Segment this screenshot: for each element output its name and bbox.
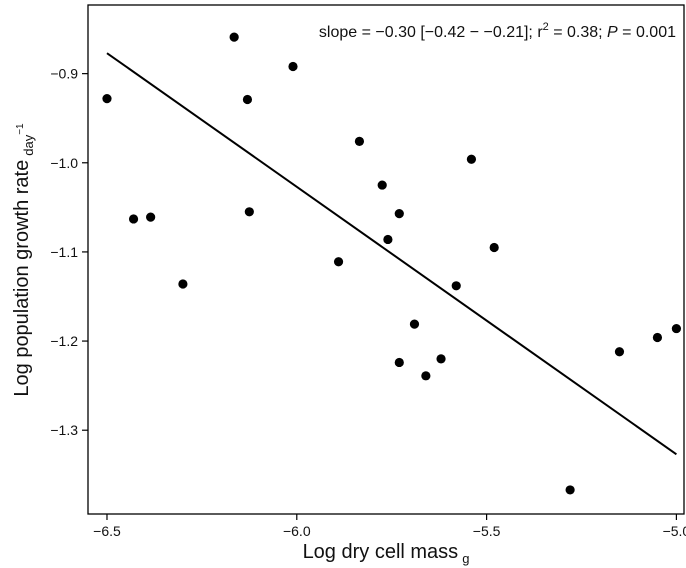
x-tick-label: −5.0 — [663, 523, 686, 539]
data-point — [394, 208, 404, 219]
x-tick-label: −6.5 — [93, 523, 121, 539]
data-point — [244, 207, 254, 217]
data-point — [288, 61, 298, 72]
annotation-text: slope = −0.30 [−0.42 − −0.21]; r2 = 0.38… — [319, 21, 676, 41]
data-point — [354, 136, 365, 146]
regression-line — [106, 52, 677, 456]
data-point — [671, 323, 682, 334]
x-tick-label: −6.0 — [283, 523, 311, 539]
data-point — [565, 485, 575, 495]
y-tick-label: −1.1 — [50, 244, 78, 260]
data-point — [146, 212, 156, 222]
data-point — [652, 332, 663, 343]
data-point — [178, 279, 188, 289]
y-tick-label: −0.9 — [50, 66, 78, 82]
y-tick-label: −1.3 — [50, 422, 78, 438]
y-axis-title: Log population growth rateday−1 — [11, 123, 36, 397]
y-axis-ticks: −0.9 −1.0 −1.1 −1.2 −1.3 — [50, 66, 88, 438]
data-point — [409, 319, 420, 329]
data-point — [383, 234, 393, 245]
data-point — [614, 347, 625, 357]
data-points — [102, 32, 682, 495]
data-point — [436, 354, 446, 364]
data-point — [451, 281, 461, 291]
data-point — [242, 94, 253, 105]
data-point — [229, 32, 239, 42]
data-point — [466, 154, 477, 164]
data-point — [394, 357, 404, 368]
data-point — [377, 180, 387, 190]
x-tick-label: −5.5 — [473, 523, 501, 539]
data-point — [333, 257, 344, 267]
data-point — [128, 214, 139, 224]
data-point — [421, 371, 431, 381]
x-axis-ticks: −6.5 −6.0 −5.5 −5.0 — [93, 514, 686, 539]
data-point — [489, 242, 499, 253]
data-point — [102, 93, 112, 104]
x-axis-title: Log dry cell mass g — [303, 541, 470, 566]
y-tick-label: −1.0 — [50, 155, 78, 171]
plot-frame — [87, 4, 685, 515]
y-tick-label: −1.2 — [50, 333, 78, 349]
